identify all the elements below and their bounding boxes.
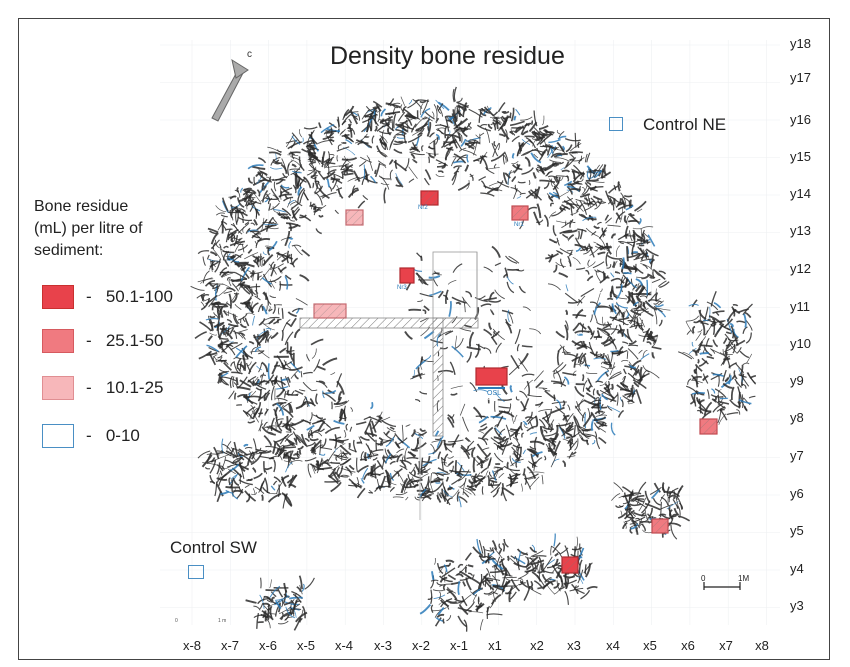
y-axis-label: y17 bbox=[790, 70, 811, 85]
x-axis-label: x-4 bbox=[334, 638, 354, 653]
legend-title-line: (mL) per litre of bbox=[34, 220, 143, 237]
control-ne-label: Control NE bbox=[643, 115, 727, 134]
legend-dash: - bbox=[86, 378, 92, 397]
sample-label-nr3: Nr3 bbox=[397, 285, 407, 291]
y-axis-label: y8 bbox=[790, 410, 804, 425]
small-scale-zero: 0 bbox=[175, 618, 178, 624]
x-axis-label: x-2 bbox=[411, 638, 431, 653]
x-axis-label: x6 bbox=[681, 638, 695, 653]
sample-label-osl: OSL bbox=[487, 390, 502, 397]
legend-title: Bone residue (mL) per litre of sediment: bbox=[34, 196, 194, 262]
x-axis-label: x1 bbox=[488, 638, 502, 653]
y-axis-label: y10 bbox=[790, 336, 811, 351]
bone-ring bbox=[190, 86, 757, 632]
x-axis-label: x-3 bbox=[373, 638, 393, 653]
x-axis-label: x-6 bbox=[258, 638, 278, 653]
x-axis-label: x-7 bbox=[220, 638, 240, 653]
map-title: Density bone residue bbox=[330, 42, 565, 70]
x-axis-label: x5 bbox=[643, 638, 657, 653]
legend-item-mid: - 25.1-50 bbox=[42, 328, 164, 354]
sample-squares bbox=[313, 190, 718, 574]
x-axis-label: x7 bbox=[719, 638, 733, 653]
y-axis-label: y12 bbox=[790, 261, 811, 276]
x-axis-label: x-1 bbox=[449, 638, 469, 653]
y-axis-label: y15 bbox=[790, 149, 811, 164]
x-axis-label: x3 bbox=[567, 638, 581, 653]
y-axis-label: y3 bbox=[790, 598, 804, 613]
scale-bar-end: 1M bbox=[738, 574, 749, 583]
x-axis-label: x-5 bbox=[296, 638, 316, 653]
y-axis-label: y9 bbox=[790, 373, 804, 388]
y-axis-label: y16 bbox=[790, 112, 811, 127]
legend-title-line: Bone residue bbox=[34, 198, 129, 215]
y-axis-label: y11 bbox=[790, 299, 810, 314]
legend-item-high: - 50.1-100 bbox=[42, 284, 173, 310]
legend-label-low: 10.1-25 bbox=[105, 378, 164, 397]
y-axis-label: y5 bbox=[790, 523, 804, 538]
y-axis-label: y18 bbox=[790, 36, 811, 51]
y-axis-label: y13 bbox=[790, 223, 811, 238]
legend-label-mid: 25.1-50 bbox=[105, 331, 164, 350]
legend-dash: - bbox=[86, 331, 92, 350]
north-arrow-icon bbox=[211, 58, 249, 122]
x-axis-label: x-8 bbox=[182, 638, 202, 653]
x-axis-label: x8 bbox=[755, 638, 769, 653]
legend-dash: - bbox=[86, 287, 92, 306]
control-sw-square bbox=[188, 565, 204, 579]
legend-item-low: - 10.1-25 bbox=[42, 375, 164, 401]
legend-swatch-high bbox=[42, 285, 74, 309]
x-axis-label: x4 bbox=[606, 638, 620, 653]
small-scale-one-m: 1 m bbox=[218, 618, 226, 624]
legend-title-line: sediment: bbox=[34, 242, 104, 259]
control-ne-square bbox=[609, 117, 623, 131]
y-axis-label: y14 bbox=[790, 186, 811, 201]
y-axis-label: y6 bbox=[790, 486, 804, 501]
legend-item-none: - 0-10 bbox=[42, 423, 140, 449]
hatched-trench bbox=[299, 251, 479, 520]
north-arrow-letter: c bbox=[247, 49, 252, 60]
y-axis-label: y4 bbox=[790, 561, 804, 576]
legend-swatch-low bbox=[42, 376, 74, 400]
control-sw-label: Control SW bbox=[170, 538, 257, 557]
legend-label-none: 0-10 bbox=[105, 426, 140, 445]
legend-swatch-none bbox=[42, 424, 74, 448]
scale-bar-start: 0 bbox=[701, 574, 706, 583]
x-axis-label: x2 bbox=[530, 638, 544, 653]
sample-label-nr2: Nr2 bbox=[418, 205, 428, 211]
legend-swatch-mid bbox=[42, 329, 74, 353]
scale-bar: 0 1M bbox=[701, 574, 749, 590]
sample-label-nr1: Nr1 bbox=[514, 222, 524, 228]
legend-label-high: 50.1-100 bbox=[105, 287, 173, 306]
legend-dash: - bbox=[86, 426, 92, 445]
y-axis-label: y7 bbox=[790, 448, 804, 463]
